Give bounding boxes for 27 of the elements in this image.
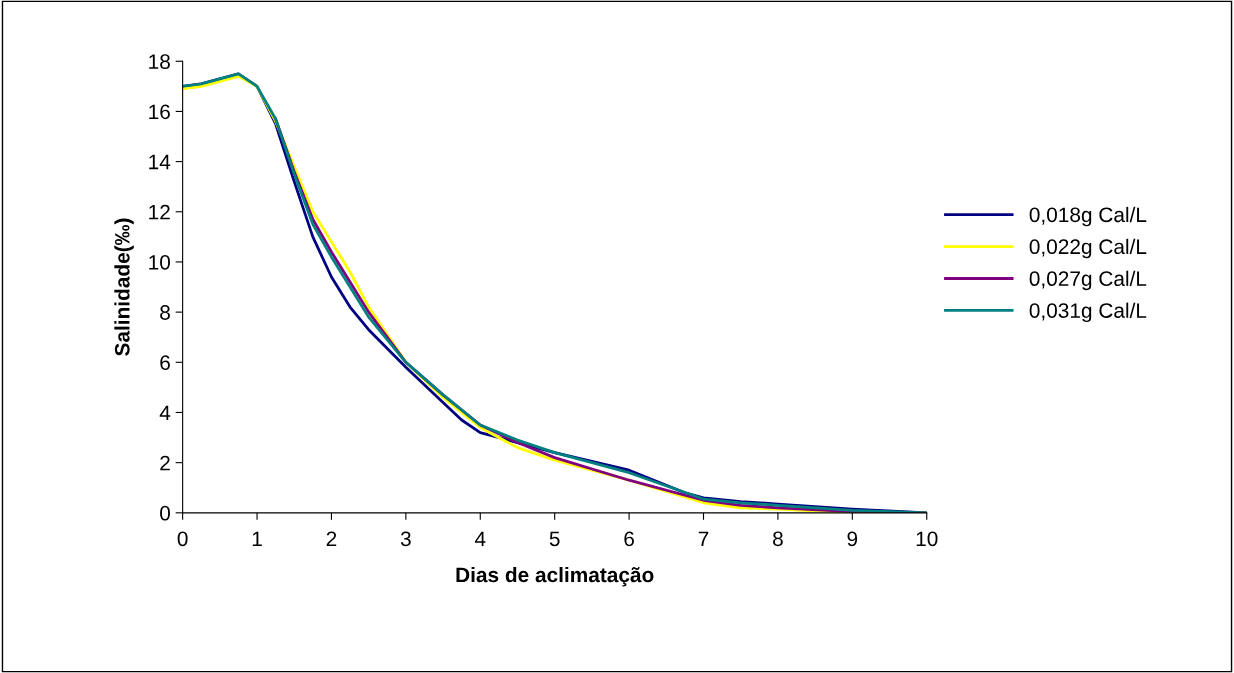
y-tick-label: 0 [160, 505, 171, 521]
y-tick-label: 2 [160, 455, 170, 471]
y-tick-label: 16 [149, 104, 170, 120]
y-tick-label: 8 [160, 305, 170, 320]
y-tick-label: 10 [149, 254, 171, 270]
x-tick-label: 1 [252, 531, 262, 546]
x-tick-label: 5 [549, 531, 560, 547]
legend-label: 0,031g Cal/L [1029, 302, 1147, 323]
x-tick-label: 10 [916, 531, 938, 547]
x-axis-title: Dias de aclimatação [456, 566, 654, 587]
y-tick-label: 18 [149, 54, 170, 69]
legend-label: 0,027g Cal/L [1029, 270, 1147, 291]
y-axis-title: Salinidade(‰) [114, 218, 134, 356]
y-tick-label: 4 [159, 405, 171, 421]
x-tick-label: 7 [698, 531, 709, 546]
y-tick-label: 12 [149, 204, 170, 220]
x-tick-label: 9 [847, 531, 858, 547]
x-tick-label: 2 [326, 531, 337, 546]
y-tick-label: 6 [160, 355, 170, 371]
x-tick-label: 4 [474, 531, 486, 546]
legend-label: 0,018g Cal/L [1029, 206, 1147, 227]
x-tick-label: 6 [624, 531, 634, 547]
y-tick-label: 14 [149, 154, 171, 170]
x-tick-label: 3 [400, 531, 411, 547]
legend-label: 0,022g Cal/L [1029, 238, 1147, 259]
x-tick-label: 8 [773, 531, 783, 547]
x-tick-label: 0 [177, 531, 188, 547]
